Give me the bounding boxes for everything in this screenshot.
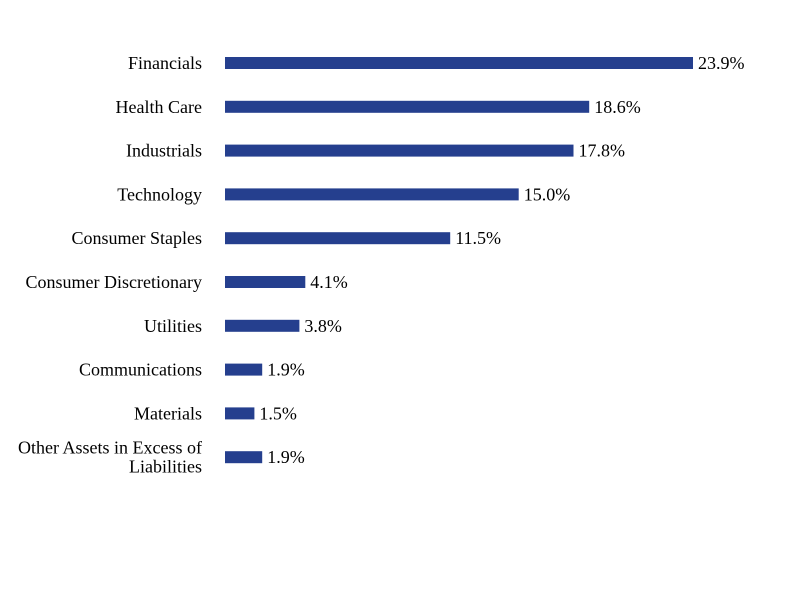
category-label-consumer-discretionary: Consumer Discretionary [26, 272, 202, 292]
bar-financials [225, 57, 693, 69]
bar-other-assets-in-excess-of-liabilities [225, 451, 263, 464]
category-label-utilities: Utilities [144, 316, 202, 336]
category-label-consumer-staples: Consumer Staples [72, 228, 203, 248]
category-label-line: Health Care [116, 97, 202, 117]
value-label-consumer-staples: 11.5% [455, 228, 501, 248]
value-label-utilities: 3.8% [304, 316, 342, 336]
value-label-other-assets-in-excess-of-liabilities: 1.9% [267, 447, 305, 467]
category-label-industrials: Industrials [126, 141, 202, 161]
category-label-financials: Financials [128, 53, 202, 73]
bar-communications [225, 363, 263, 376]
bar-technology [225, 188, 519, 201]
value-label-technology: 15.0% [524, 184, 571, 204]
category-label-other-assets-in-excess-of-liabilities: Other Assets in Excess of Liabilities [18, 438, 202, 477]
category-label-line: Financials [128, 53, 202, 73]
category-label-health-care: Health Care [116, 97, 202, 117]
category-label-communications: Communications [79, 360, 202, 380]
category-label-technology: Technology [117, 184, 202, 204]
value-label-consumer-discretionary: 4.1% [310, 272, 348, 292]
bar-materials [225, 407, 255, 420]
category-label-line: Utilities [144, 316, 202, 336]
value-label-communications: 1.9% [267, 360, 305, 380]
category-labels-group: Financials Health Care Industrials Technolo… [18, 53, 202, 477]
category-label-line: Technology [117, 184, 202, 204]
bars-group [225, 57, 693, 464]
bar-utilities [225, 319, 300, 332]
bar-consumer-staples [225, 232, 451, 245]
value-labels-group: 23.9% 18.6% 17.8% 15.0% 11.5% 4.1% 3.8% 1.9% 1.5… [259, 53, 744, 467]
category-label-line: Liabilities [129, 457, 202, 477]
value-label-industrials: 17.8% [579, 141, 626, 161]
bar-consumer-discretionary [225, 276, 306, 288]
category-label-line: Consumer Staples [72, 228, 203, 248]
bar-health-care [225, 100, 590, 113]
value-label-health-care: 18.6% [594, 97, 641, 117]
category-label-line: Materials [134, 403, 202, 423]
value-label-materials: 1.5% [259, 403, 297, 423]
category-label-materials: Materials [134, 403, 202, 423]
category-label-line: Consumer Discretionary [26, 272, 202, 292]
value-label-financials: 23.9% [698, 53, 745, 73]
category-label-line: Communications [79, 360, 202, 380]
category-label-line: Industrials [126, 141, 202, 161]
bar-industrials [225, 144, 574, 157]
category-label-line: Other Assets in Excess of [18, 438, 202, 458]
